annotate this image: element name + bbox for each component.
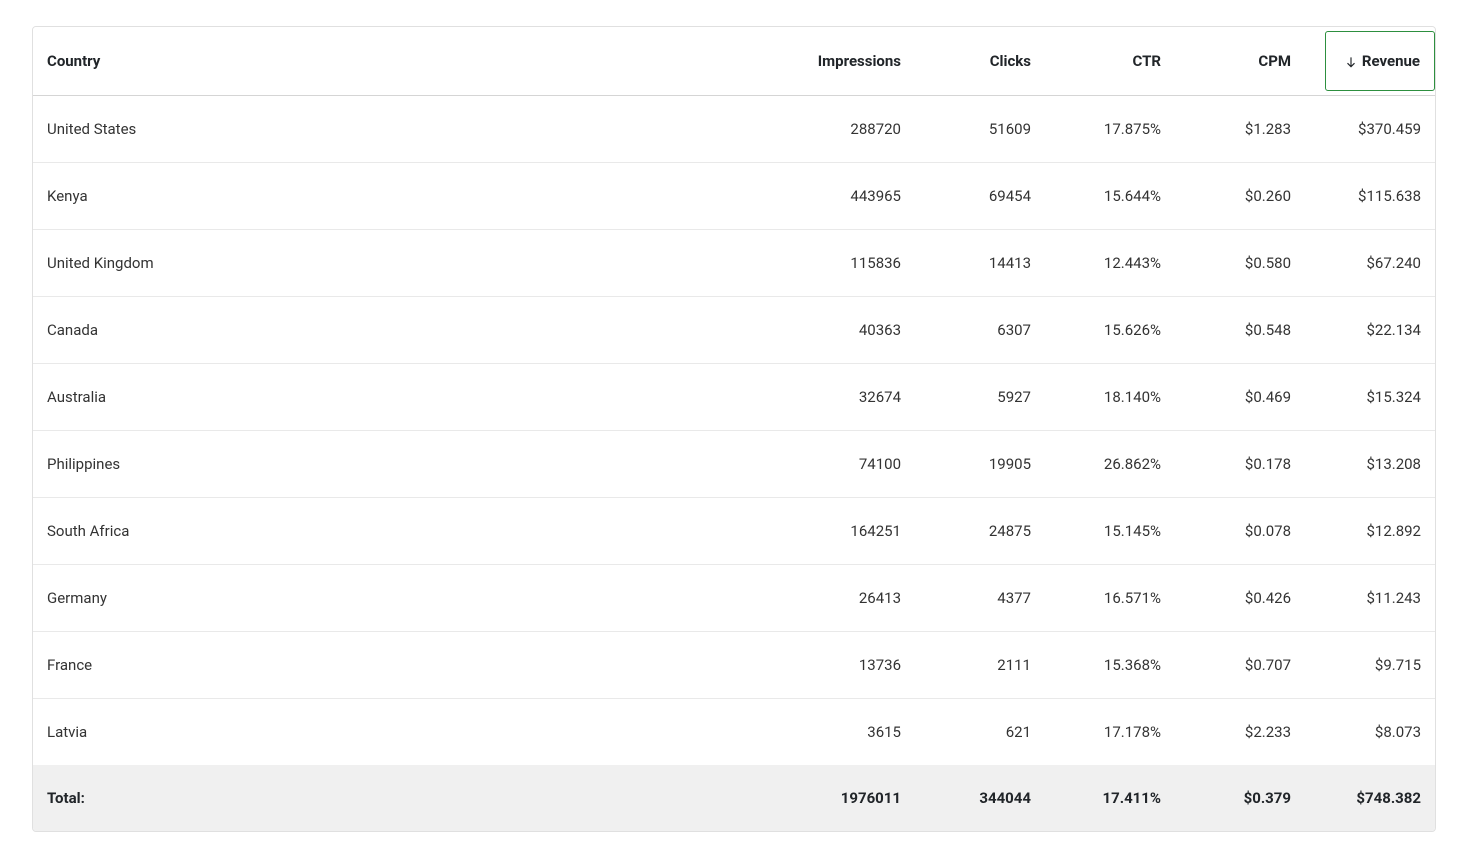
column-label: CPM bbox=[1258, 52, 1291, 70]
cell-ctr: 16.571% bbox=[1045, 565, 1175, 632]
cell-country: Philippines bbox=[33, 431, 785, 498]
cell-cpm: $0.426 bbox=[1175, 565, 1305, 632]
totals-impressions: 1976011 bbox=[785, 765, 915, 831]
cell-country: United States bbox=[33, 96, 785, 163]
cell-country: Australia bbox=[33, 364, 785, 431]
cell-clicks: 6307 bbox=[915, 297, 1045, 364]
totals-label: Total: bbox=[33, 765, 785, 831]
cell-clicks: 5927 bbox=[915, 364, 1045, 431]
table-row: Kenya 443965 69454 15.644% $0.260 $115.6… bbox=[33, 163, 1435, 230]
column-header-revenue[interactable]: Revenue bbox=[1305, 27, 1435, 96]
column-label: Clicks bbox=[990, 52, 1031, 70]
column-header-impressions[interactable]: Impressions bbox=[785, 27, 915, 96]
cell-revenue: $8.073 bbox=[1305, 699, 1435, 766]
cell-ctr: 15.368% bbox=[1045, 632, 1175, 699]
cell-country: Canada bbox=[33, 297, 785, 364]
cell-clicks: 14413 bbox=[915, 230, 1045, 297]
cell-cpm: $0.548 bbox=[1175, 297, 1305, 364]
table-row: Germany 26413 4377 16.571% $0.426 $11.24… bbox=[33, 565, 1435, 632]
cell-country: Latvia bbox=[33, 699, 785, 766]
cell-clicks: 4377 bbox=[915, 565, 1045, 632]
cell-cpm: $0.078 bbox=[1175, 498, 1305, 565]
totals-cpm: $0.379 bbox=[1175, 765, 1305, 831]
cell-impressions: 40363 bbox=[785, 297, 915, 364]
totals-revenue: $748.382 bbox=[1305, 765, 1435, 831]
table-row: Canada 40363 6307 15.626% $0.548 $22.134 bbox=[33, 297, 1435, 364]
column-header-clicks[interactable]: Clicks bbox=[915, 27, 1045, 96]
cell-ctr: 17.178% bbox=[1045, 699, 1175, 766]
cell-country: South Africa bbox=[33, 498, 785, 565]
totals-ctr: 17.411% bbox=[1045, 765, 1175, 831]
column-label: Revenue bbox=[1362, 52, 1420, 70]
cell-clicks: 51609 bbox=[915, 96, 1045, 163]
cell-clicks: 621 bbox=[915, 699, 1045, 766]
cell-ctr: 15.145% bbox=[1045, 498, 1175, 565]
table-header-row: Country Impressions Clicks CTR bbox=[33, 27, 1435, 96]
column-header-country[interactable]: Country bbox=[33, 27, 785, 96]
column-label: CTR bbox=[1132, 52, 1161, 70]
cell-revenue: $370.459 bbox=[1305, 96, 1435, 163]
cell-cpm: $1.283 bbox=[1175, 96, 1305, 163]
table-row: France 13736 2111 15.368% $0.707 $9.715 bbox=[33, 632, 1435, 699]
table-row: United States 288720 51609 17.875% $1.28… bbox=[33, 96, 1435, 163]
cell-impressions: 26413 bbox=[785, 565, 915, 632]
cell-impressions: 288720 bbox=[785, 96, 915, 163]
cell-revenue: $9.715 bbox=[1305, 632, 1435, 699]
cell-cpm: $0.260 bbox=[1175, 163, 1305, 230]
cell-cpm: $0.580 bbox=[1175, 230, 1305, 297]
cell-ctr: 15.644% bbox=[1045, 163, 1175, 230]
cell-clicks: 2111 bbox=[915, 632, 1045, 699]
table-row: Philippines 74100 19905 26.862% $0.178 $… bbox=[33, 431, 1435, 498]
cell-cpm: $2.233 bbox=[1175, 699, 1305, 766]
cell-cpm: $0.707 bbox=[1175, 632, 1305, 699]
cell-impressions: 115836 bbox=[785, 230, 915, 297]
cell-impressions: 13736 bbox=[785, 632, 915, 699]
cell-revenue: $22.134 bbox=[1305, 297, 1435, 364]
metrics-table-container: Country Impressions Clicks CTR bbox=[32, 26, 1436, 832]
table-row: United Kingdom 115836 14413 12.443% $0.5… bbox=[33, 230, 1435, 297]
table-row: Australia 32674 5927 18.140% $0.469 $15.… bbox=[33, 364, 1435, 431]
cell-cpm: $0.469 bbox=[1175, 364, 1305, 431]
totals-clicks: 344044 bbox=[915, 765, 1045, 831]
column-header-ctr[interactable]: CTR bbox=[1045, 27, 1175, 96]
cell-ctr: 18.140% bbox=[1045, 364, 1175, 431]
cell-clicks: 69454 bbox=[915, 163, 1045, 230]
cell-ctr: 12.443% bbox=[1045, 230, 1175, 297]
cell-revenue: $12.892 bbox=[1305, 498, 1435, 565]
cell-ctr: 17.875% bbox=[1045, 96, 1175, 163]
cell-revenue: $67.240 bbox=[1305, 230, 1435, 297]
column-label: Country bbox=[47, 52, 100, 70]
cell-country: Germany bbox=[33, 565, 785, 632]
cell-country: Kenya bbox=[33, 163, 785, 230]
cell-country: United Kingdom bbox=[33, 230, 785, 297]
cell-clicks: 19905 bbox=[915, 431, 1045, 498]
table-row: South Africa 164251 24875 15.145% $0.078… bbox=[33, 498, 1435, 565]
table-totals-row: Total: 1976011 344044 17.411% $0.379 $74… bbox=[33, 765, 1435, 831]
cell-revenue: $11.243 bbox=[1305, 565, 1435, 632]
table-row: Latvia 3615 621 17.178% $2.233 $8.073 bbox=[33, 699, 1435, 766]
column-label: Impressions bbox=[818, 52, 901, 70]
metrics-table: Country Impressions Clicks CTR bbox=[33, 27, 1435, 831]
cell-ctr: 15.626% bbox=[1045, 297, 1175, 364]
table-body: United States 288720 51609 17.875% $1.28… bbox=[33, 96, 1435, 766]
cell-impressions: 3615 bbox=[785, 699, 915, 766]
cell-impressions: 32674 bbox=[785, 364, 915, 431]
cell-revenue: $115.638 bbox=[1305, 163, 1435, 230]
cell-impressions: 164251 bbox=[785, 498, 915, 565]
sort-desc-icon bbox=[1344, 55, 1358, 69]
cell-country: France bbox=[33, 632, 785, 699]
cell-clicks: 24875 bbox=[915, 498, 1045, 565]
cell-impressions: 443965 bbox=[785, 163, 915, 230]
cell-cpm: $0.178 bbox=[1175, 431, 1305, 498]
cell-ctr: 26.862% bbox=[1045, 431, 1175, 498]
cell-revenue: $13.208 bbox=[1305, 431, 1435, 498]
cell-revenue: $15.324 bbox=[1305, 364, 1435, 431]
cell-impressions: 74100 bbox=[785, 431, 915, 498]
column-header-cpm[interactable]: CPM bbox=[1175, 27, 1305, 96]
